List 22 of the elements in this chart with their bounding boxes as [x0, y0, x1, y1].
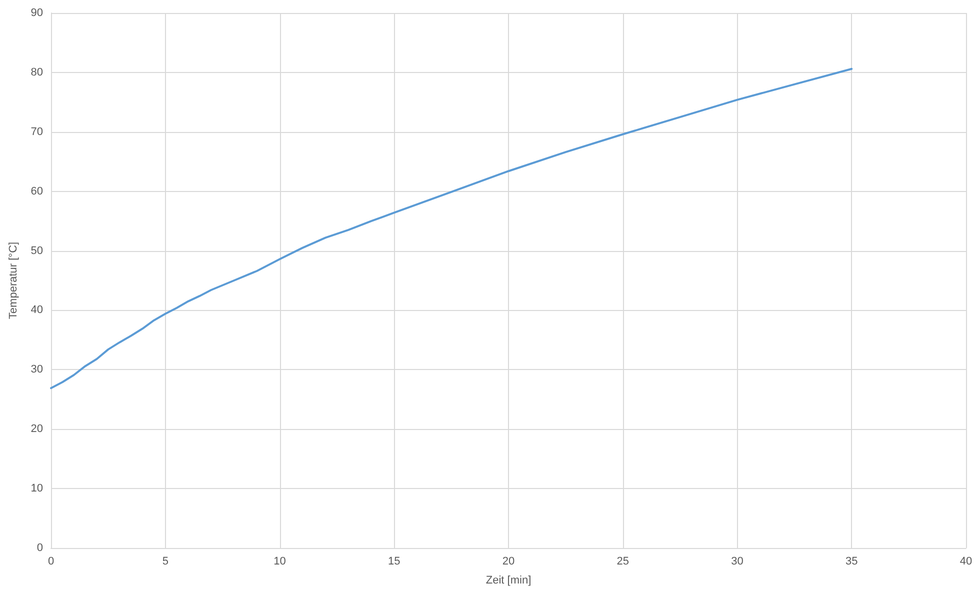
x-tick-label: 40: [960, 556, 972, 568]
y-tick-label: 10: [30, 482, 43, 495]
y-tick-label: 70: [30, 126, 43, 138]
y-tick-label: 90: [30, 7, 43, 19]
y-tick-label: 20: [30, 423, 43, 436]
x-tick-label: 0: [48, 556, 54, 568]
x-tick-label: 10: [274, 556, 286, 568]
line-series: [50, 68, 853, 390]
y-tick-label: 40: [30, 304, 43, 316]
x-tick-label: 15: [388, 556, 400, 568]
y-tick-label: 30: [30, 364, 43, 376]
x-tick-label: 25: [616, 556, 629, 568]
x-tick-label: 20: [502, 556, 515, 568]
y-tick-label: 60: [30, 185, 43, 198]
x-axis-title: Zeit [min]: [486, 574, 532, 586]
x-tick-label: 35: [846, 556, 858, 568]
x-tick-label: 5: [162, 556, 168, 568]
y-tick-label: 0: [36, 542, 43, 554]
y-tick-label: 50: [30, 244, 43, 257]
y-axis-title: Temperatur [°C]: [8, 242, 20, 320]
y-tick-label: 80: [30, 66, 43, 78]
x-tick-label: 30: [731, 556, 744, 568]
